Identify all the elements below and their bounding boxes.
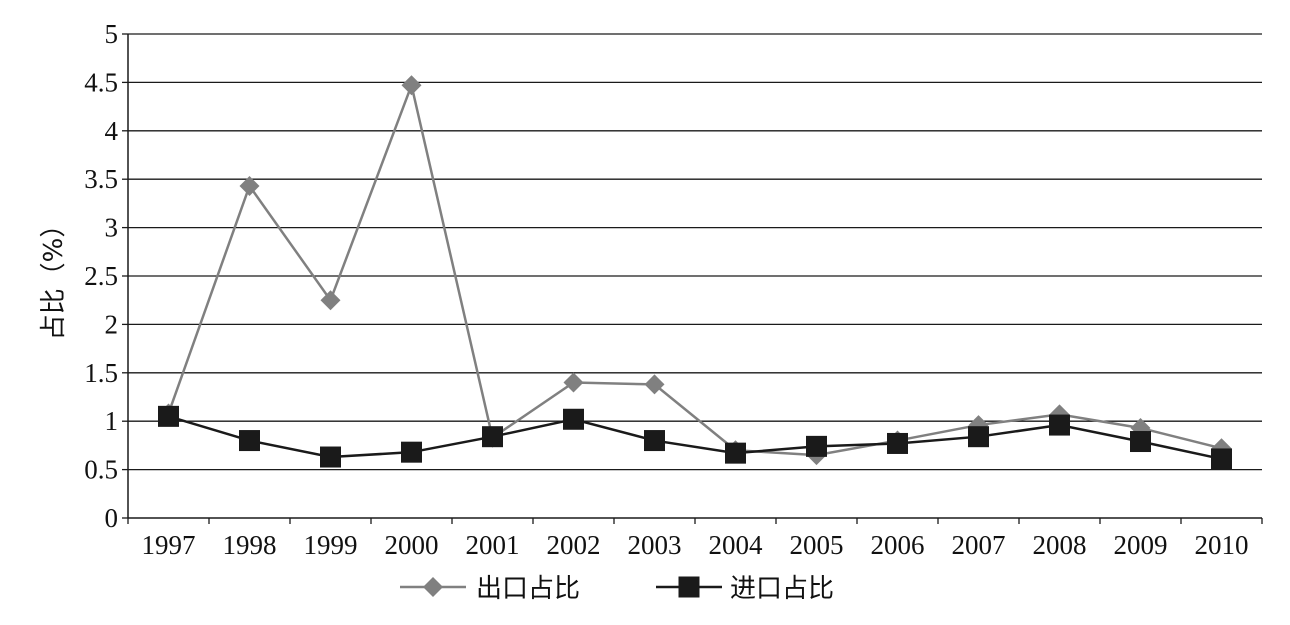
x-tick-label: 2005 xyxy=(790,530,844,560)
data-point xyxy=(320,446,341,468)
x-tick-label: 2008 xyxy=(1033,530,1087,560)
data-point xyxy=(806,435,827,457)
data-point xyxy=(644,430,665,452)
y-tick-label: 3 xyxy=(105,213,119,243)
series-import-ratio xyxy=(158,405,1232,470)
data-point xyxy=(320,290,341,311)
data-point xyxy=(401,75,422,96)
y-tick-label: 4.5 xyxy=(84,67,118,97)
series-line xyxy=(168,415,1222,461)
legend-label: 出口占比 xyxy=(476,574,580,604)
data-point xyxy=(239,175,260,196)
data-point xyxy=(563,372,584,393)
x-tick-label: 2000 xyxy=(385,530,439,560)
y-tick-label: 4 xyxy=(105,116,119,146)
legend-marker xyxy=(678,576,700,598)
data-point xyxy=(239,430,260,452)
y-axis-title: 占比（%） xyxy=(39,212,69,341)
data-point xyxy=(1130,431,1151,453)
data-point xyxy=(725,442,746,464)
data-point xyxy=(482,426,503,448)
y-tick-label: 0 xyxy=(105,503,119,533)
series-line xyxy=(167,80,1222,457)
data-point xyxy=(644,374,665,395)
y-tick-label: 0.5 xyxy=(84,455,118,485)
y-tick-label: 1 xyxy=(105,406,119,436)
x-tick-label: 2007 xyxy=(952,530,1006,560)
y-tick-label: 1.5 xyxy=(84,358,118,388)
legend-label: 进口占比 xyxy=(730,574,834,604)
x-tick-label: 2002 xyxy=(547,530,601,560)
x-tick-label: 2009 xyxy=(1114,530,1168,560)
legend-item: 出口占比 xyxy=(400,574,580,604)
x-tick-label: 1997 xyxy=(142,530,196,560)
y-tick-label: 2.5 xyxy=(84,261,118,291)
data-point xyxy=(1049,414,1070,436)
data-point xyxy=(563,408,584,430)
x-tick-label: 2003 xyxy=(628,530,682,560)
data-point xyxy=(1211,448,1232,470)
y-tick-label: 3.5 xyxy=(84,164,118,194)
x-tick-label: 2006 xyxy=(871,530,925,560)
series-export-ratio xyxy=(158,75,1232,466)
data-point xyxy=(158,405,179,427)
x-tick-label: 2004 xyxy=(709,530,764,560)
legend-marker xyxy=(423,577,443,597)
data-point xyxy=(887,432,908,454)
x-tick-label: 2001 xyxy=(466,530,520,560)
x-tick-label: 1998 xyxy=(223,530,277,560)
x-tick-label: 1999 xyxy=(304,530,358,560)
series-group xyxy=(158,75,1232,470)
y-tick-label: 2 xyxy=(105,309,119,339)
gridlines xyxy=(128,33,1262,471)
data-point xyxy=(968,426,989,448)
y-tick-label: 5 xyxy=(105,19,119,49)
legend: 出口占比 进口占比 xyxy=(400,574,834,604)
x-tick-label: 2010 xyxy=(1195,530,1249,560)
data-point xyxy=(401,441,422,463)
legend-item: 进口占比 xyxy=(656,574,834,604)
axes: 0 0.5 1 1.5 2 2.5 3 3.5 4 4.5 5 1997 1998 1999 2000 200… xyxy=(39,19,1263,560)
